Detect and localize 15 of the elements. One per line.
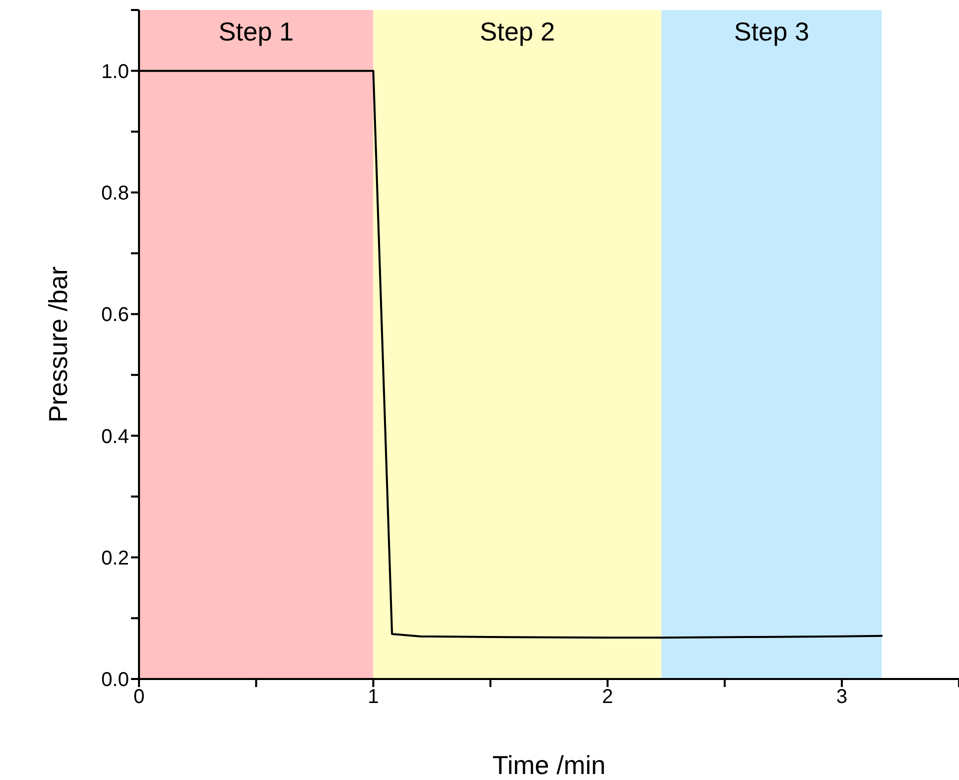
y-axis-title: Pressure /bar xyxy=(43,266,74,423)
y-tick-label: 0.0 xyxy=(101,669,129,692)
y-tick-label: 0.2 xyxy=(101,547,129,570)
band-label: Step 3 xyxy=(734,16,810,46)
x-tick-label: 1 xyxy=(368,686,379,708)
y-tick-label: 0.6 xyxy=(101,304,129,326)
y-tick-label: 1.0 xyxy=(101,60,129,83)
x-tick-label: 0 xyxy=(133,686,145,708)
band-label: Step 2 xyxy=(480,16,555,46)
y-tick-label: 0.8 xyxy=(101,182,129,205)
x-tick-label: 3 xyxy=(836,686,848,708)
x-axis-title: Time /min xyxy=(492,750,606,780)
x-tick-label: 2 xyxy=(602,686,614,708)
y-tick-label: 0.4 xyxy=(101,426,129,448)
band-label: Step 1 xyxy=(218,16,294,46)
